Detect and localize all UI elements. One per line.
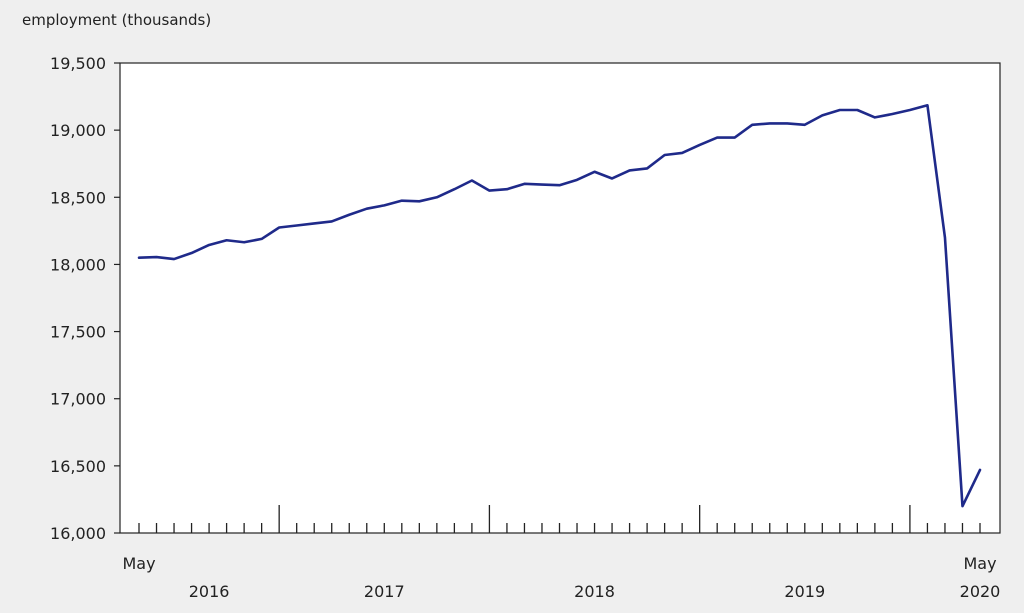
x-end-month-label: May — [963, 554, 996, 573]
y-tick-label: 18,000 — [50, 255, 106, 274]
x-axis-labels: May May 2016 2017 2018 2019 2020 — [122, 554, 1000, 601]
y-axis: 16,000 16,500 17,000 17,500 18,000 18,500 19,0… — [50, 54, 120, 543]
y-tick-label: 19,000 — [50, 121, 106, 140]
x-axis — [138, 505, 981, 533]
x-start-month-label: May — [122, 554, 155, 573]
x-year-label: 2016 — [189, 582, 230, 601]
y-tick-label: 16,500 — [50, 457, 106, 476]
y-tick-label: 16,000 — [50, 524, 106, 543]
y-tick-label: 17,000 — [50, 390, 106, 409]
x-year-label: 2019 — [784, 582, 825, 601]
x-year-label: 2020 — [960, 582, 1001, 601]
series-line — [137, 104, 982, 508]
y-tick-label: 19,500 — [50, 54, 106, 73]
x-year-label: 2018 — [574, 582, 615, 601]
y-tick-label: 17,500 — [50, 323, 106, 342]
plot-area — [119, 62, 1001, 534]
y-axis-label: employment (thousands) — [22, 11, 211, 29]
y-tick-label: 18,500 — [50, 188, 106, 207]
series — [137, 104, 982, 508]
x-year-label: 2017 — [364, 582, 405, 601]
